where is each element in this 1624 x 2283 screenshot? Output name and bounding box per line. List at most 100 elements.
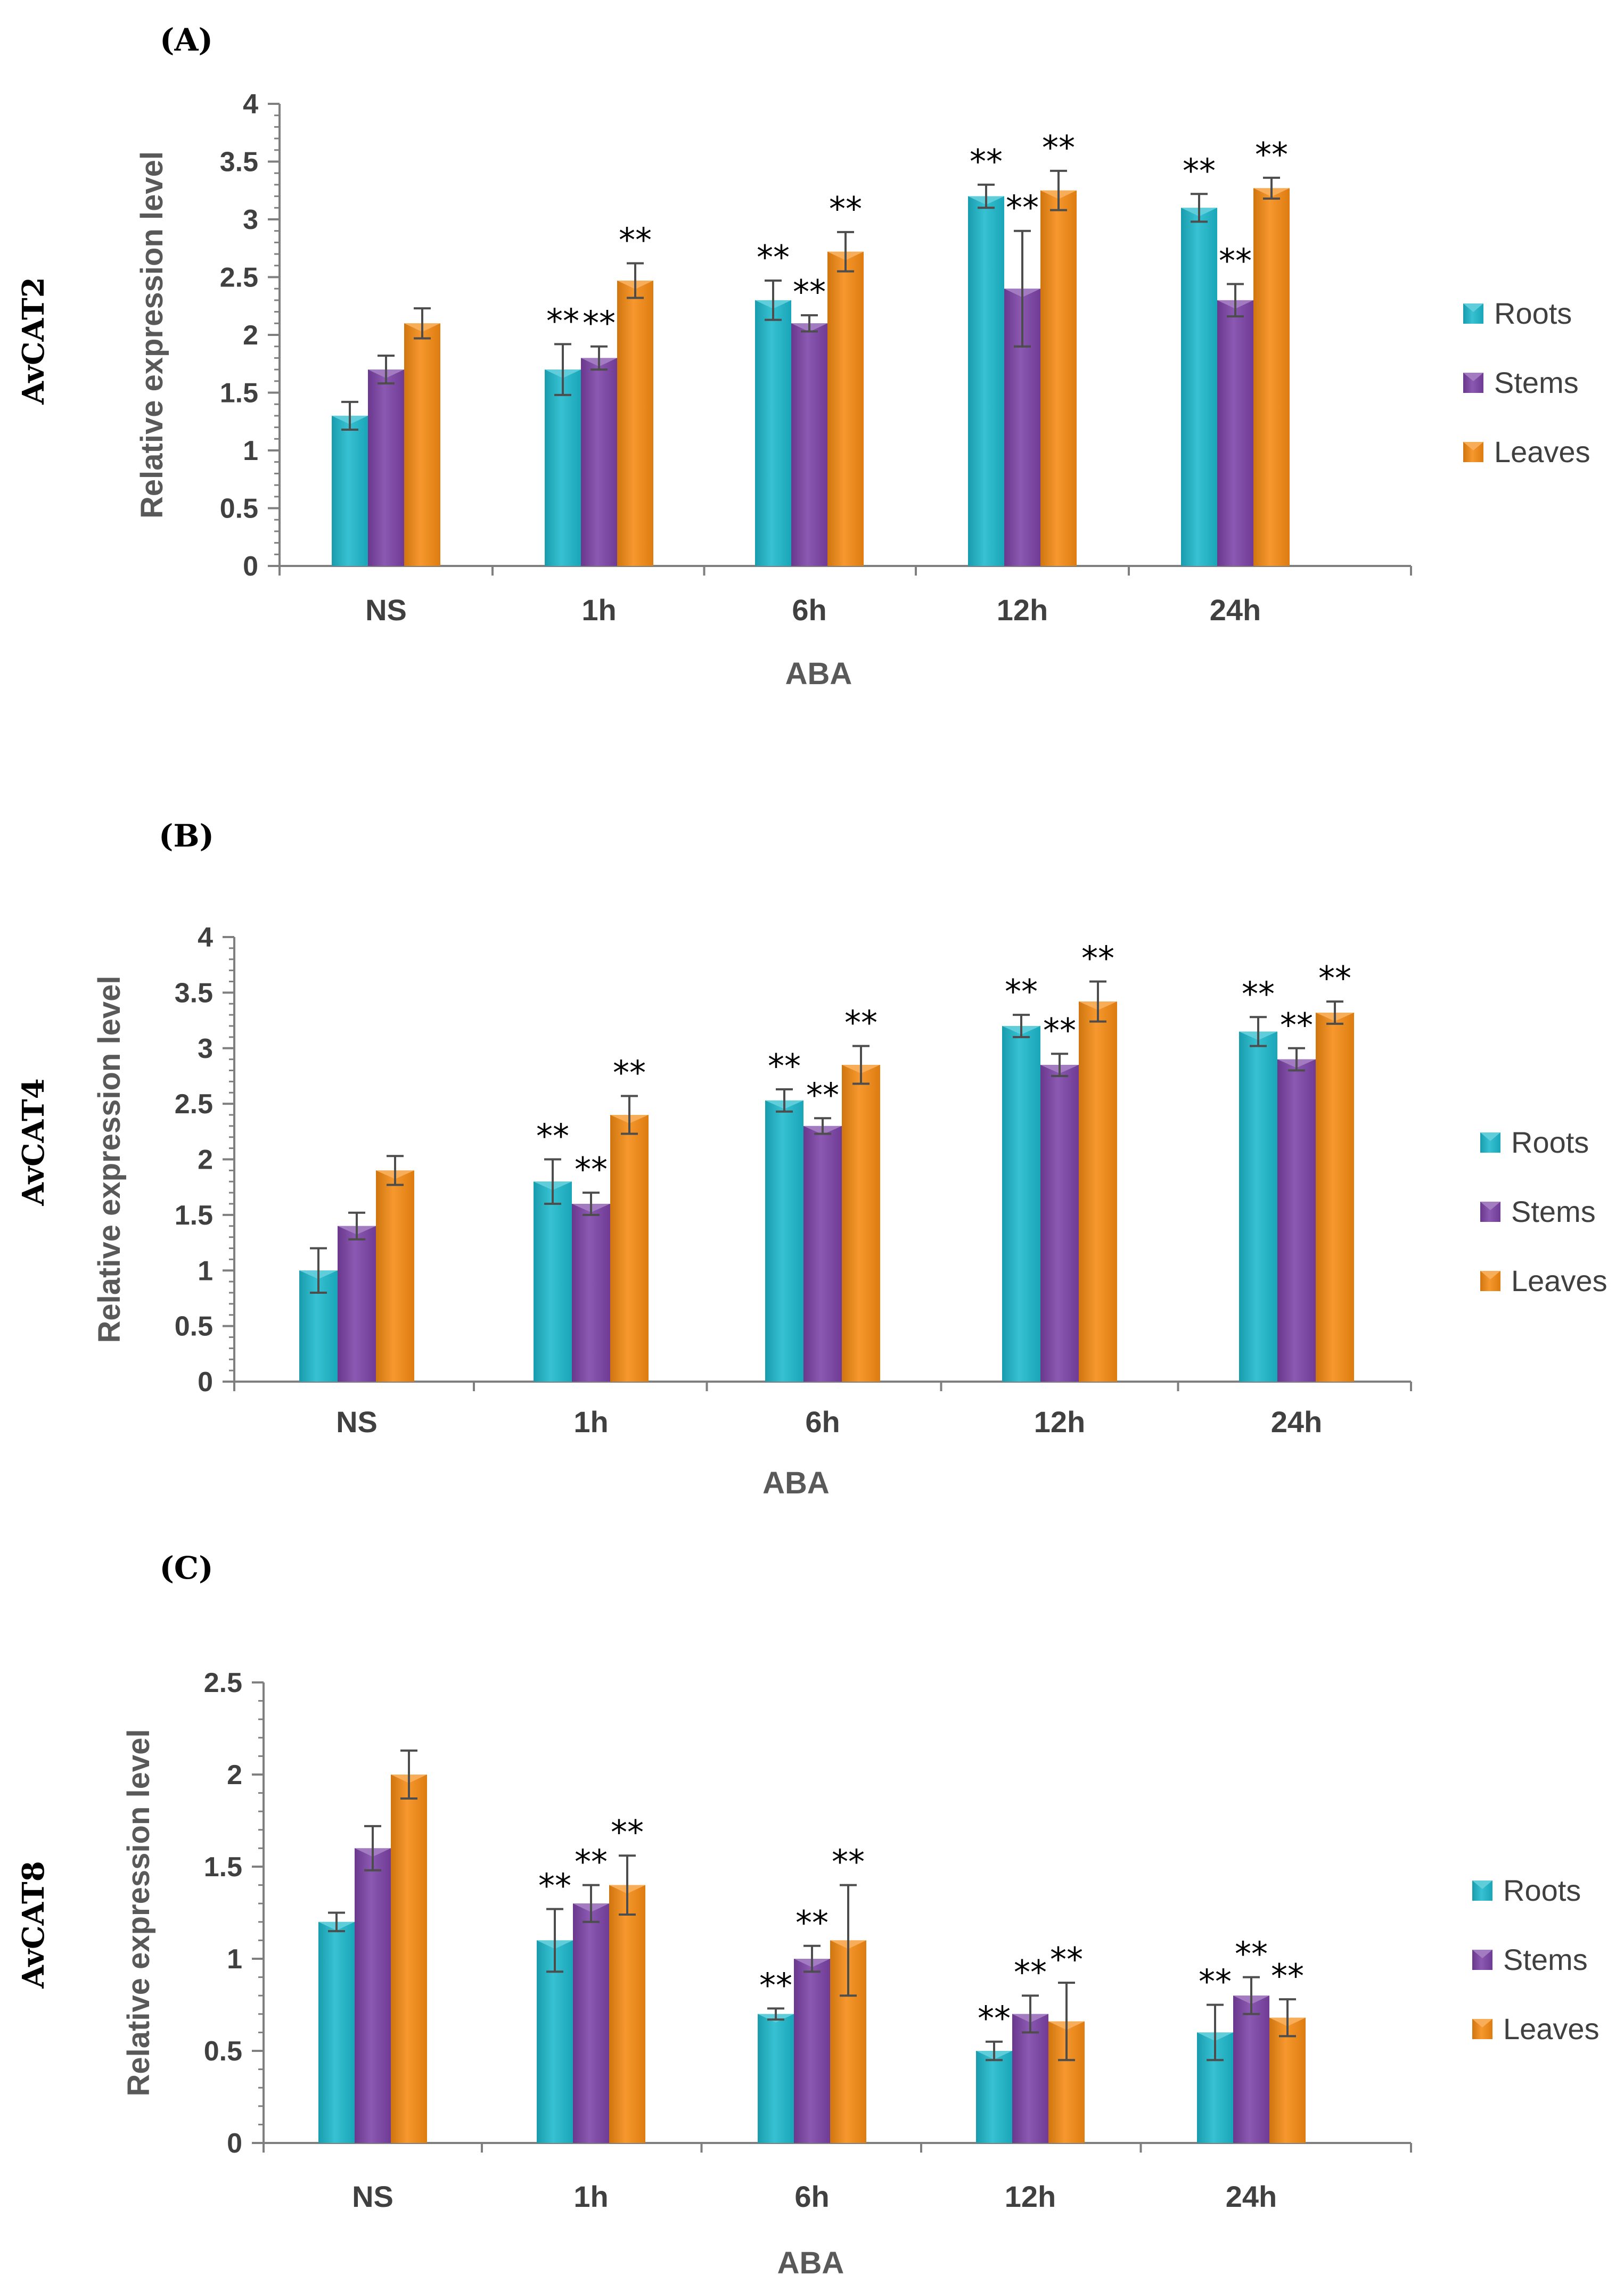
y-tick-label: 0 <box>243 551 258 582</box>
x-tick-label: 1h <box>581 593 616 627</box>
y-tick-label: 0.5 <box>204 2036 242 2067</box>
y-axis-label: Relative expression level <box>135 151 169 519</box>
x-tick-label: 6h <box>794 2180 829 2213</box>
bar-leaves <box>1316 1012 1354 1382</box>
significance-marker: ** <box>1255 135 1288 174</box>
significance-marker: ** <box>1081 939 1114 978</box>
y-axis-label: Relative expression level <box>92 976 127 1343</box>
panel-a-chart: (A) AvCAT2 Relative expression level 0 0.5 1 1… <box>16 22 1590 691</box>
bar-stems <box>1040 1065 1079 1382</box>
gene-label: AvCAT8 <box>16 1861 51 1989</box>
y-tick-label: 1.5 <box>204 1852 242 1883</box>
significance-marker: ** <box>575 1843 608 1882</box>
bar-roots <box>545 369 581 566</box>
bar-leaves <box>842 1065 880 1382</box>
legend-label-leaves: Leaves <box>1503 2012 1600 2046</box>
legend-swatch-bevel <box>1463 373 1483 381</box>
significance-marker: ** <box>1235 1935 1268 1974</box>
bar-leaves <box>617 281 653 566</box>
legend-label-roots: Roots <box>1494 297 1572 330</box>
significance-marker: ** <box>970 142 1003 181</box>
x-tick-label: 12h <box>1005 2180 1056 2213</box>
significance-marker: ** <box>768 1047 801 1086</box>
bar-stems <box>1233 1995 1269 2143</box>
legend-label-roots: Roots <box>1511 1126 1589 1159</box>
bar-stems <box>791 323 827 566</box>
y-tick-label: 3 <box>243 204 258 235</box>
bar-stems <box>1012 2014 1048 2143</box>
significance-marker: ** <box>546 301 579 340</box>
bar-leaves <box>1253 188 1290 566</box>
significance-marker: ** <box>1242 974 1275 1013</box>
significance-marker: ** <box>759 1966 792 2005</box>
legend-label-roots: Roots <box>1503 1874 1581 1907</box>
y-tick-label: 1.5 <box>220 378 258 409</box>
bar-roots <box>755 300 791 566</box>
significance-marker: ** <box>978 1999 1011 2038</box>
significance-marker: ** <box>1318 959 1351 998</box>
significance-marker: ** <box>829 190 862 228</box>
legend-swatch-bevel <box>1480 1271 1500 1279</box>
bar-stems <box>573 1903 609 2143</box>
panel-letter: (C) <box>159 1550 213 1586</box>
legend-label-stems: Stems <box>1511 1195 1596 1228</box>
legend-label-leaves: Leaves <box>1511 1264 1607 1297</box>
bar-leaves <box>1040 190 1077 566</box>
legend-swatch-bevel <box>1472 1950 1492 1958</box>
bar-stems <box>581 358 617 566</box>
x-axis-label: ABA <box>785 656 852 691</box>
legend-swatch-bevel <box>1480 1132 1500 1141</box>
bar-roots <box>968 196 1004 566</box>
significance-marker: ** <box>844 1004 877 1042</box>
y-tick-label: 1 <box>198 1255 213 1286</box>
significance-marker: ** <box>793 273 826 311</box>
bar-leaves <box>1269 2017 1306 2143</box>
significance-marker: ** <box>1280 1006 1313 1045</box>
panel-b-chart: (B) AvCAT4 Relative expression level 0 0.5 1 1… <box>16 818 1607 1500</box>
x-tick-label: 24h <box>1226 2180 1277 2213</box>
legend-label-leaves: Leaves <box>1494 435 1590 469</box>
x-tick-label: 1h <box>573 1405 608 1439</box>
x-tick-label: NS <box>365 593 407 627</box>
bar-roots <box>537 1940 573 2143</box>
y-tick-label: 4 <box>243 89 258 120</box>
x-axis-label: ABA <box>762 1466 830 1500</box>
x-tick-label: 12h <box>1034 1405 1086 1439</box>
bar-roots <box>534 1181 572 1382</box>
x-axis-label: ABA <box>777 2246 844 2280</box>
significance-marker: ** <box>583 304 616 343</box>
y-tick-label: 2 <box>243 320 258 351</box>
y-tick-label: 4 <box>198 922 213 953</box>
significance-marker: ** <box>1050 1940 1083 1979</box>
significance-marker: ** <box>1199 1962 1232 2001</box>
significance-marker: ** <box>1042 128 1075 167</box>
y-tick-label: 2.5 <box>175 1089 213 1120</box>
bar-roots <box>976 2051 1012 2143</box>
x-tick-label: NS <box>336 1405 378 1439</box>
y-tick-label: 1 <box>227 1944 242 1975</box>
x-tick-label: 6h <box>792 593 826 627</box>
y-tick-label: 0 <box>227 2128 242 2159</box>
x-tick-label: 24h <box>1210 593 1261 627</box>
bar-roots <box>1239 1031 1277 1382</box>
bar-stems <box>355 1848 391 2143</box>
significance-marker: ** <box>1006 188 1039 227</box>
y-tick-label: 3 <box>198 1033 213 1064</box>
bar-stems <box>338 1226 376 1382</box>
significance-marker: ** <box>1014 1953 1047 1992</box>
significance-marker: ** <box>1219 242 1252 281</box>
significance-marker: ** <box>795 1903 829 1942</box>
bar-stems <box>368 369 404 566</box>
significance-marker: ** <box>1271 1957 1304 1995</box>
y-tick-label: 1 <box>243 436 258 466</box>
bar-stems <box>572 1204 610 1382</box>
legend-swatch-bevel <box>1472 2019 1492 2027</box>
bar-stems <box>803 1126 842 1382</box>
panel-letter: (A) <box>160 22 213 58</box>
y-tick-label: 3.5 <box>220 147 258 178</box>
bar-stems <box>794 1959 830 2143</box>
significance-marker: ** <box>757 238 790 277</box>
bar-leaves <box>609 1885 645 2143</box>
x-tick-label: 12h <box>997 593 1048 627</box>
